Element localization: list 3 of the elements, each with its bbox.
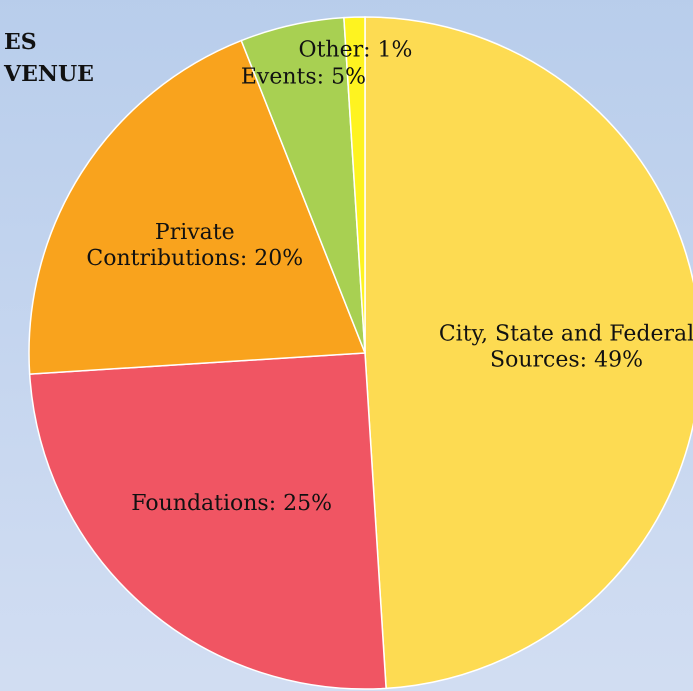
text: ES VENUE [4,28,94,89]
slice-label: Foundations: 25% [131,491,332,516]
slice-label: Private Contributions: 20% [86,220,304,271]
